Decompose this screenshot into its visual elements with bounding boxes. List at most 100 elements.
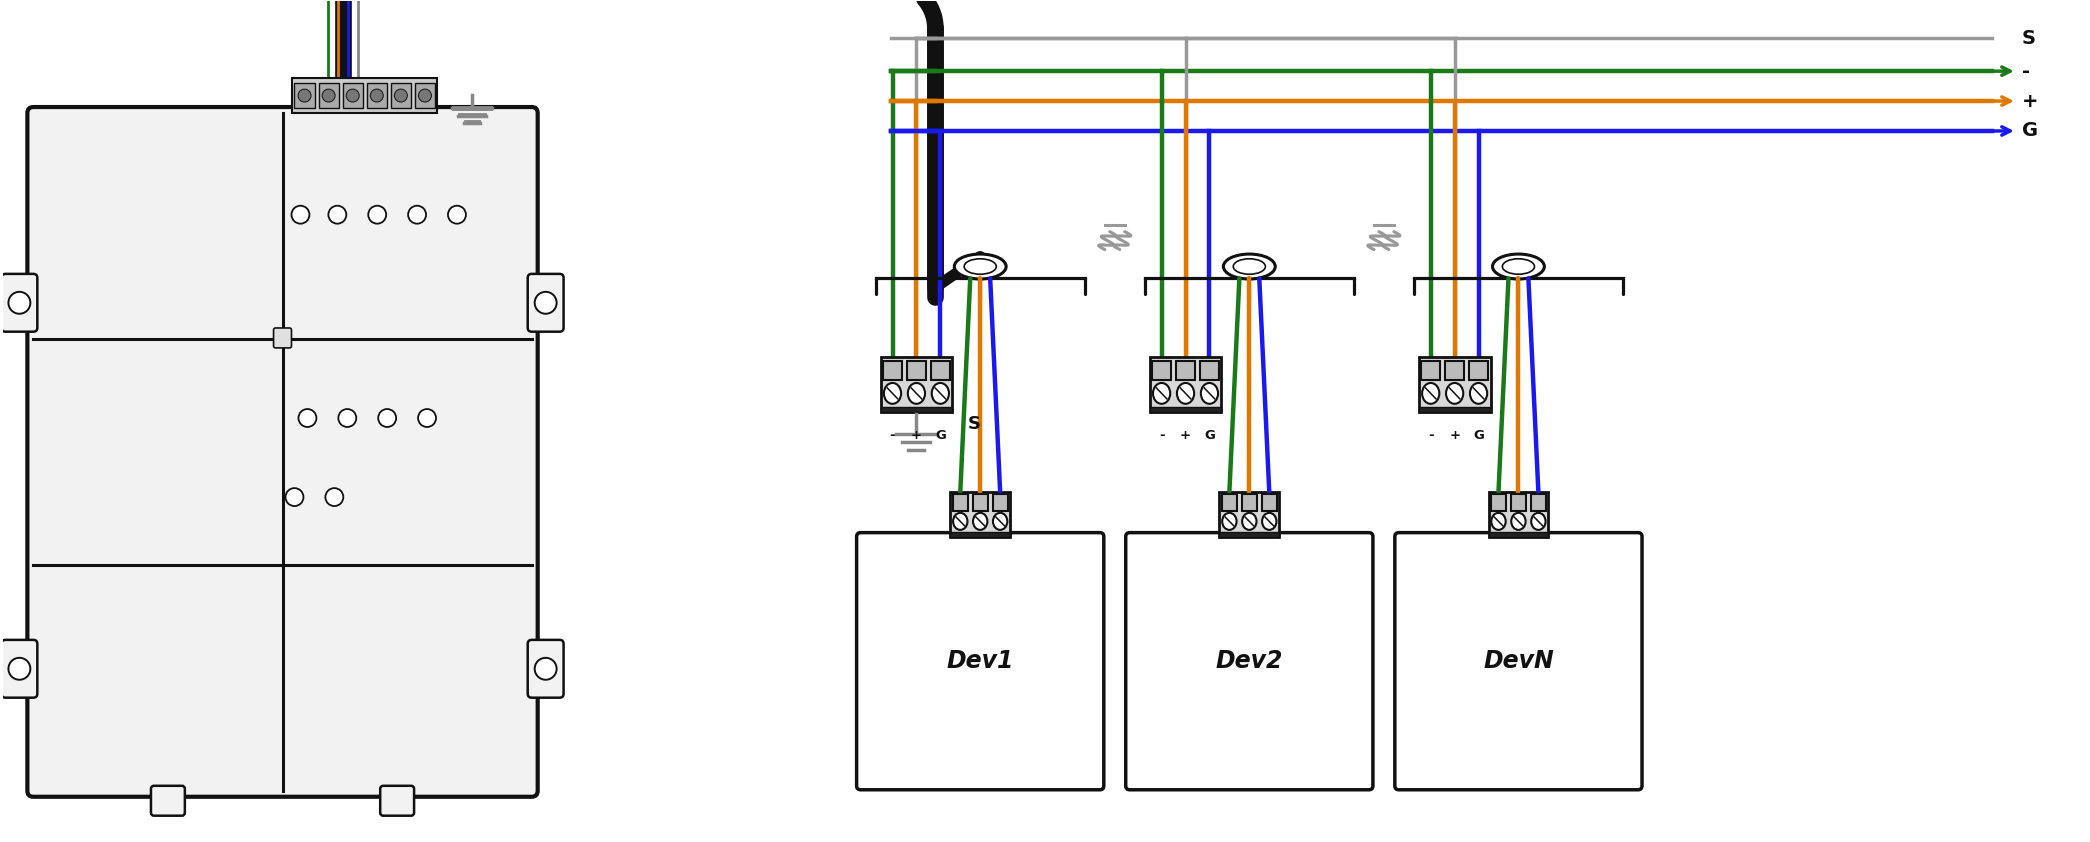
Bar	[1469, 360, 1488, 381]
Circle shape	[299, 409, 316, 427]
Bar	[1150, 407, 1221, 412]
Ellipse shape	[953, 513, 968, 530]
Bar	[366, 83, 387, 108]
Bar	[1421, 360, 1440, 381]
Text: G: G	[2021, 121, 2038, 141]
FancyBboxPatch shape	[2, 274, 38, 332]
Text: G: G	[1473, 429, 1484, 442]
Text: Dev1: Dev1	[947, 649, 1014, 674]
Ellipse shape	[1202, 383, 1218, 404]
Ellipse shape	[1492, 513, 1505, 530]
Text: Dev2: Dev2	[1216, 649, 1283, 674]
FancyBboxPatch shape	[274, 328, 291, 348]
Ellipse shape	[1177, 383, 1193, 404]
FancyBboxPatch shape	[1127, 533, 1373, 790]
Circle shape	[418, 409, 437, 427]
Ellipse shape	[1503, 258, 1534, 274]
Circle shape	[286, 488, 303, 506]
Ellipse shape	[955, 254, 1005, 279]
FancyBboxPatch shape	[380, 786, 414, 816]
Bar	[1177, 360, 1195, 381]
Ellipse shape	[1233, 258, 1264, 274]
Bar	[951, 532, 1009, 536]
Text: +: +	[1181, 429, 1191, 442]
Bar	[391, 83, 412, 108]
Ellipse shape	[932, 383, 949, 404]
Text: S: S	[2021, 29, 2036, 48]
Ellipse shape	[1469, 383, 1488, 404]
Text: -: -	[890, 429, 895, 442]
Bar	[880, 357, 953, 412]
Circle shape	[326, 488, 343, 506]
Circle shape	[339, 409, 355, 427]
Text: +: +	[2021, 92, 2038, 110]
Ellipse shape	[1532, 513, 1545, 530]
Bar	[293, 78, 437, 113]
Circle shape	[322, 89, 334, 102]
Text: -: -	[1158, 429, 1164, 442]
Circle shape	[447, 205, 466, 224]
Bar	[1262, 494, 1277, 510]
Text: S: S	[968, 415, 980, 433]
Circle shape	[299, 89, 311, 102]
Bar	[951, 492, 1009, 536]
FancyBboxPatch shape	[150, 786, 184, 816]
FancyBboxPatch shape	[527, 274, 564, 332]
Bar	[1488, 532, 1549, 536]
Ellipse shape	[1223, 254, 1275, 279]
Bar	[1419, 357, 1490, 412]
Bar	[1223, 494, 1237, 510]
Bar	[318, 83, 339, 108]
Bar	[993, 494, 1007, 510]
Circle shape	[535, 658, 556, 679]
Bar	[907, 360, 926, 381]
FancyBboxPatch shape	[857, 533, 1104, 790]
Ellipse shape	[1446, 383, 1463, 404]
Bar	[884, 360, 903, 381]
FancyBboxPatch shape	[27, 107, 537, 797]
Ellipse shape	[1154, 383, 1170, 404]
Text: +: +	[911, 429, 922, 442]
FancyBboxPatch shape	[1394, 533, 1643, 790]
Ellipse shape	[1421, 383, 1440, 404]
Circle shape	[8, 292, 31, 314]
Bar	[1241, 494, 1256, 510]
Ellipse shape	[963, 258, 997, 274]
Bar	[343, 83, 364, 108]
Circle shape	[370, 89, 382, 102]
FancyBboxPatch shape	[2, 640, 38, 698]
Bar	[1530, 494, 1547, 510]
Bar	[1200, 360, 1218, 381]
Bar	[953, 494, 968, 510]
Text: G: G	[934, 429, 947, 442]
Bar	[880, 407, 953, 412]
Bar	[1444, 360, 1465, 381]
Bar	[1488, 492, 1549, 536]
Bar	[1218, 532, 1279, 536]
Bar	[1150, 357, 1221, 412]
Text: +: +	[1448, 429, 1461, 442]
Bar	[930, 360, 949, 381]
Circle shape	[347, 89, 359, 102]
Circle shape	[418, 89, 431, 102]
Bar	[1218, 492, 1279, 536]
Bar	[1419, 407, 1490, 412]
Circle shape	[395, 89, 408, 102]
Circle shape	[291, 205, 309, 224]
Ellipse shape	[974, 513, 986, 530]
Ellipse shape	[1223, 513, 1237, 530]
Ellipse shape	[884, 383, 901, 404]
Circle shape	[535, 292, 556, 314]
Ellipse shape	[1511, 513, 1526, 530]
Bar	[1152, 360, 1170, 381]
Circle shape	[408, 205, 426, 224]
Bar	[972, 494, 989, 510]
Ellipse shape	[993, 513, 1007, 530]
Ellipse shape	[1262, 513, 1277, 530]
Bar	[1511, 494, 1526, 510]
Circle shape	[8, 658, 31, 679]
Bar	[416, 83, 435, 108]
Text: -: -	[2021, 61, 2029, 81]
Circle shape	[368, 205, 387, 224]
Bar	[1490, 494, 1507, 510]
